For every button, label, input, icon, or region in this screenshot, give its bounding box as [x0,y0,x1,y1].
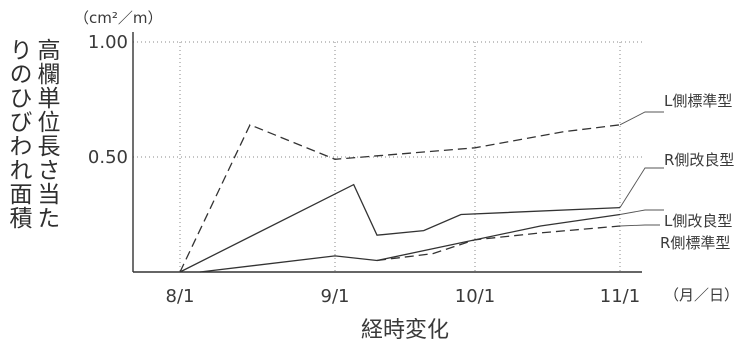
series-line-1 [179,183,621,273]
x-tick-label-1: 9/1 [321,286,350,307]
x-axis-title: 経時変化 [361,318,449,343]
series-label-2: L側改良型 [664,212,732,230]
series-label-0: L側標準型 [664,92,732,110]
y-tick-label-0: 1.00 [88,32,128,53]
y-axis-unit: （cm²／m） [74,9,162,27]
y-axis-label-line-1: 高欄単位長さ当た [33,38,59,230]
x-tick-label-2: 10/1 [455,286,495,307]
y-tick-label-1: 0.50 [88,147,128,168]
series-leader-3 [619,224,660,227]
x-tick-label-0: 8/1 [166,286,195,307]
series-line-2 [199,213,621,273]
series-leader-2 [619,209,664,215]
series-line-3 [376,225,621,262]
x-tick-label-3: 11/1 [600,286,640,307]
series-label-1: R側改良型 [664,151,734,169]
series-line-0 [179,123,621,273]
series-leader-0 [619,111,664,126]
series-label-3: R側標準型 [660,234,730,252]
x-axis-unit: （月／日） [664,286,739,304]
series-leader-1 [619,167,664,208]
y-axis-label-line-2: りのひびわれ面積 [5,38,31,230]
